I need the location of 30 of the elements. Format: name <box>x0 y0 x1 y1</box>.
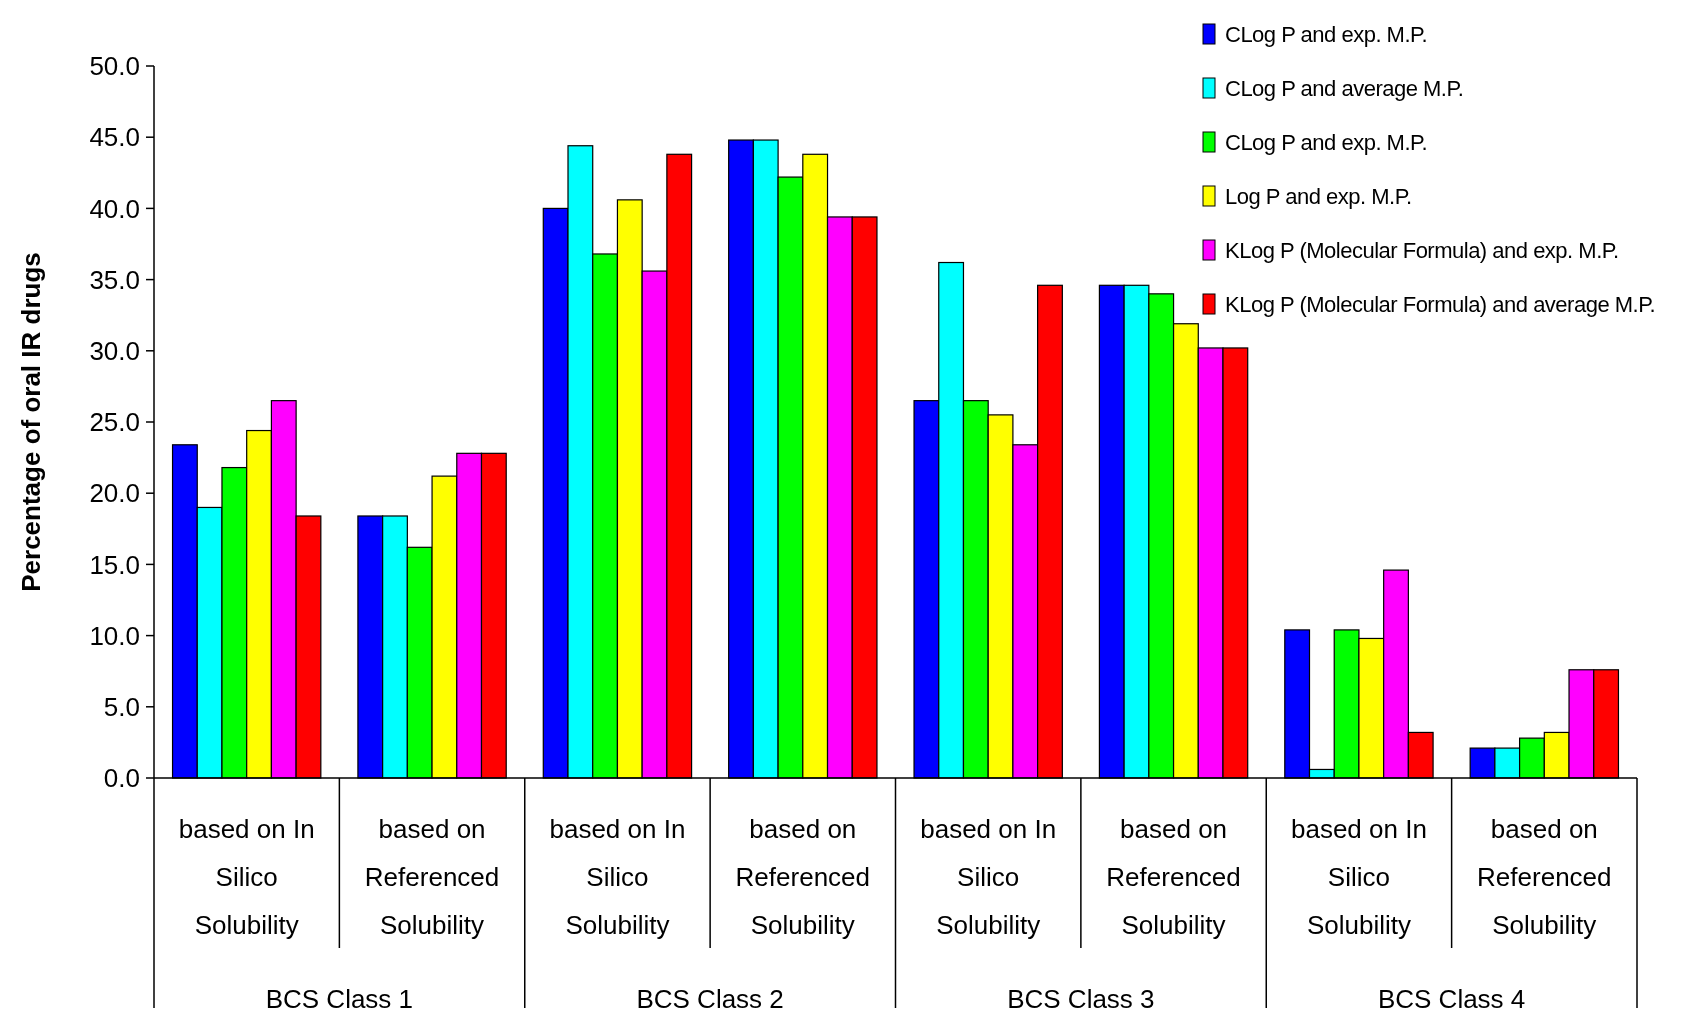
legend-label: KLog P (Molecular Formula) and average M.P. <box>1225 291 1656 317</box>
y-tick-label: 35.0 <box>89 264 140 295</box>
legend-label: Log P and exp. M.P. <box>1225 183 1412 209</box>
y-axis-title: Percentage of oral IR drugs <box>16 252 46 592</box>
x-tick-label: based on In Silico Solubility <box>920 814 1057 940</box>
y-tick-label: 5.0 <box>103 691 140 722</box>
x-tick-label: based on Referenced Solubility <box>364 814 500 940</box>
y-tick-label: 45.0 <box>89 122 140 153</box>
x-tick-label: based on Referenced Solubility <box>1477 814 1612 940</box>
text: BCS Class 2 <box>636 984 784 1014</box>
y-tick-label: 15.0 <box>89 549 140 580</box>
y-tick-label: 20.0 <box>89 478 140 509</box>
legend-label: CLog P and average M.P. <box>1225 75 1464 101</box>
x-tick-label: based on Referenced Solubility <box>735 814 871 940</box>
y-tick-label: 50.0 <box>89 51 140 82</box>
text: BCS Class 4 <box>1377 984 1526 1014</box>
text: BCS Class 3 <box>1007 984 1155 1014</box>
y-tick-label: 30.0 <box>89 335 140 366</box>
legend-label: CLog P and exp. M.P. <box>1225 129 1427 155</box>
x-tick-label: based on In Silico Solubility <box>178 814 315 940</box>
x-tick-label: based on In Silico Solubility <box>549 814 686 940</box>
y-tick-label: 0.0 <box>103 763 140 794</box>
x-tick-label: based on Referenced Solubility <box>1106 814 1241 940</box>
y-tick-label: 10.0 <box>89 620 140 651</box>
x-tick-label: based on In Silico Solubility <box>1290 814 1427 940</box>
y-tick-label: 25.0 <box>89 407 140 438</box>
legend-label: CLog P and exp. M.P. <box>1225 21 1427 47</box>
text: BCS Class 1 <box>265 984 414 1014</box>
y-tick-label: 40.0 <box>89 193 140 224</box>
legend-label: KLog P (Molecular Formula) and exp. M.P. <box>1225 237 1619 263</box>
